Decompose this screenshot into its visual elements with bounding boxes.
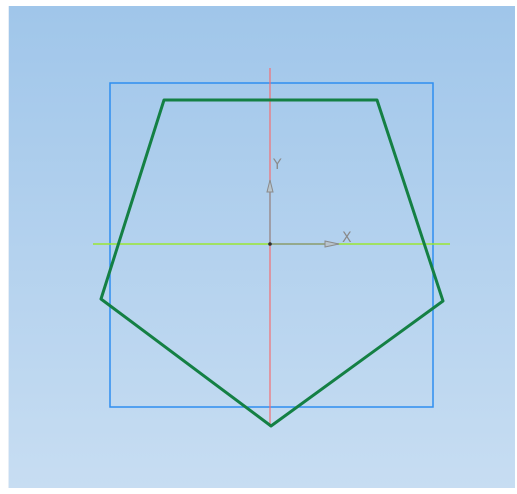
bounding-frame[interactable] [109,82,434,408]
x-axis-label: X [342,230,352,246]
pentagon-outline[interactable] [99,98,445,428]
y-axis-label: Y [272,157,282,173]
sketch-viewport[interactable]: Y X [8,6,515,488]
triad-y-arrow-icon [266,179,274,193]
coordinate-triad [266,179,340,248]
sketch-canvas[interactable]: Y X [9,6,515,488]
triad-x-arrow-icon [324,240,340,248]
viewport-background [9,6,515,488]
origin-point [268,242,272,246]
